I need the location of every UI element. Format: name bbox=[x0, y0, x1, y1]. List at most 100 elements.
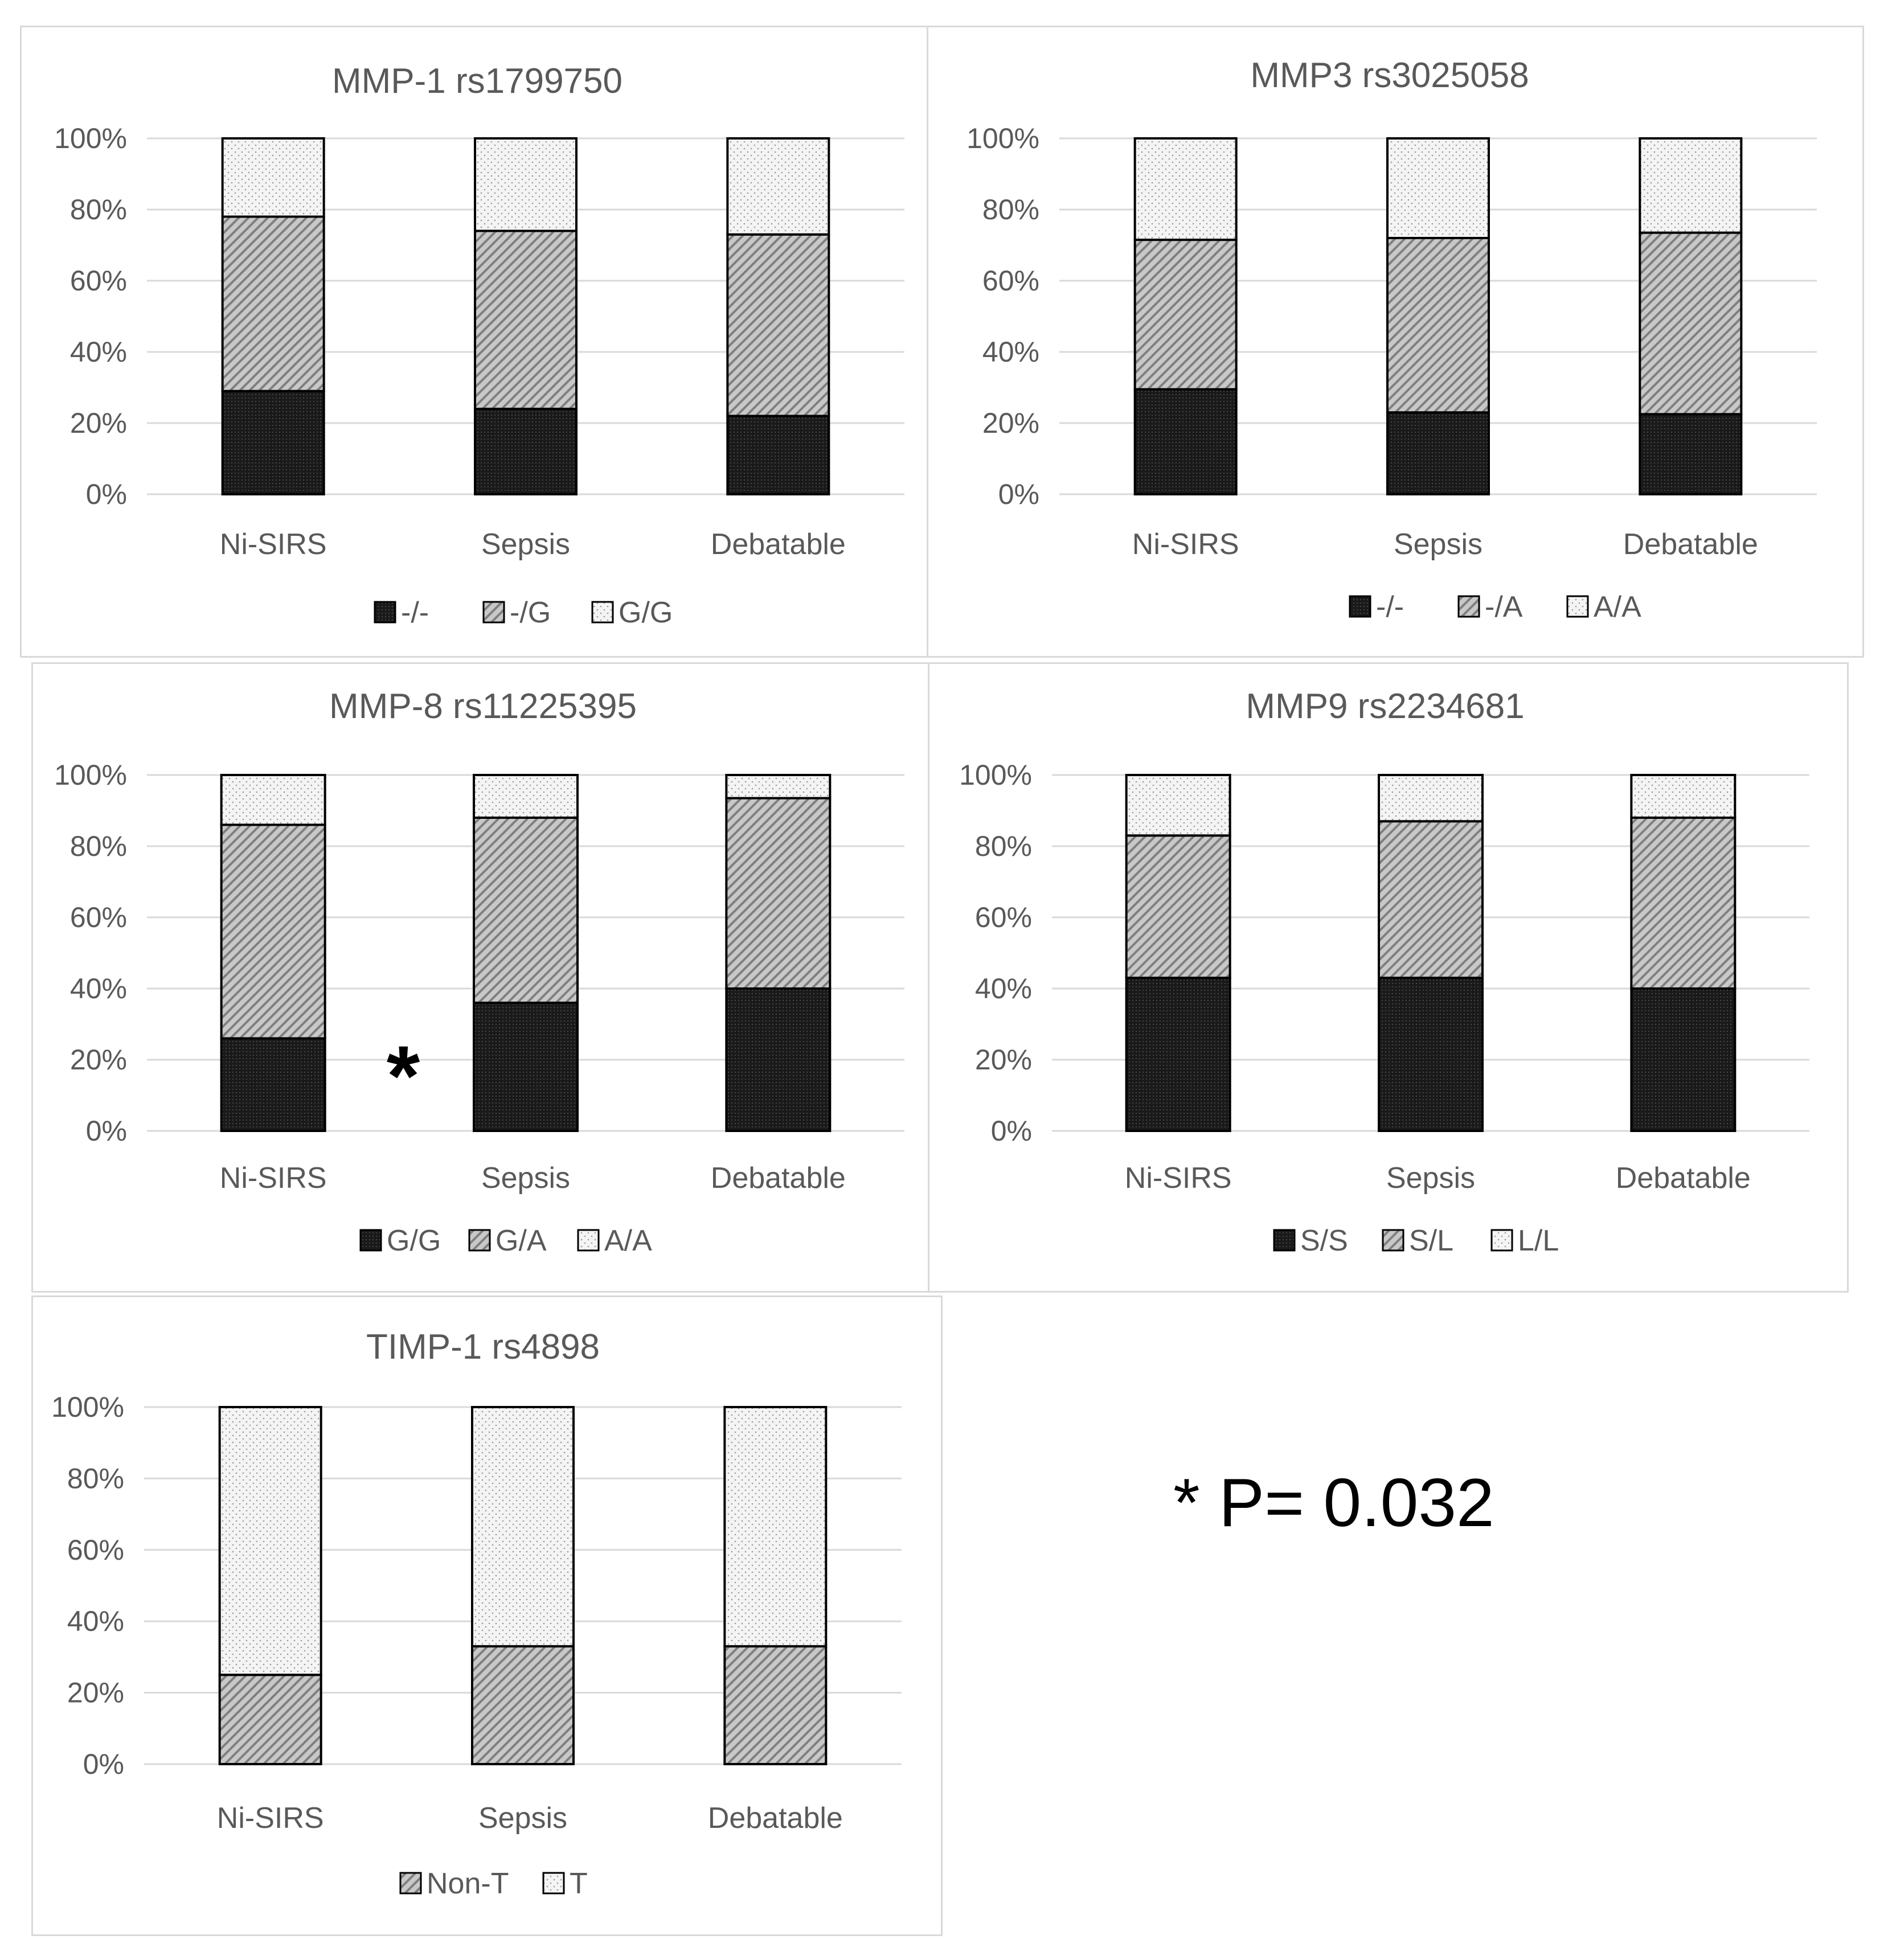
y-tick-label: 0% bbox=[86, 1115, 127, 1147]
chart-panel-timp1: TIMP-1 rs4898 0% 20% 40% 60% 80% 100% Ni-SIRS Se… bbox=[31, 1295, 943, 1936]
bar-segment bbox=[1125, 977, 1231, 1132]
bar-segment bbox=[1639, 137, 1743, 234]
y-tick-label: 40% bbox=[67, 1605, 124, 1637]
bar-segment bbox=[221, 215, 325, 392]
y-tick-label: 20% bbox=[975, 1044, 1032, 1076]
y-tick-label: 0% bbox=[998, 478, 1039, 510]
legend-label: L/L bbox=[1518, 1224, 1559, 1257]
y-tick-label: 60% bbox=[70, 265, 127, 297]
y-tick-label: 100% bbox=[54, 122, 127, 154]
chart-svg: MMP3 rs3025058 0% 20% 40% 60% 80% 100% Ni-SIRS S… bbox=[967, 56, 1817, 624]
legend-swatch bbox=[1273, 1229, 1296, 1252]
legend-label: -/G bbox=[510, 596, 551, 629]
bar-segment bbox=[220, 823, 326, 1040]
y-tick-label: 20% bbox=[67, 1677, 124, 1709]
bar-segment bbox=[221, 389, 325, 495]
x-tick-label: Ni-SIRS bbox=[220, 1162, 327, 1195]
bar-segment bbox=[726, 233, 830, 417]
bar-segment bbox=[221, 137, 325, 218]
bar-segment bbox=[218, 1406, 322, 1676]
legend-swatch bbox=[399, 1872, 422, 1895]
bar-segment bbox=[1378, 820, 1484, 979]
x-tick-label: Debatable bbox=[1623, 528, 1758, 561]
legend-swatch bbox=[591, 601, 614, 624]
chart-title: MMP3 rs3025058 bbox=[1250, 56, 1529, 95]
y-tick-label: 100% bbox=[54, 759, 127, 791]
bar-segment bbox=[1125, 834, 1231, 979]
legend-label: S/S bbox=[1300, 1224, 1348, 1257]
legend-label: A/A bbox=[604, 1224, 652, 1257]
y-tick-label: 20% bbox=[70, 407, 127, 439]
legend-label: Non-T bbox=[427, 1867, 509, 1900]
legend-swatch bbox=[482, 601, 505, 624]
chart-svg: MMP-8 rs11225395 0% 20% 40% 60% 80% 100% Ni-SIR… bbox=[54, 687, 904, 1257]
x-tick-label: Sepsis bbox=[1394, 528, 1483, 561]
bar-segment bbox=[474, 229, 578, 410]
bar-segment bbox=[1386, 411, 1490, 495]
bar-segment bbox=[1630, 774, 1737, 819]
legend-swatch bbox=[1349, 595, 1371, 618]
chart-svg: MMP-1 rs1799750 0% 20% 40% 60% 80% 100% Ni-SIRS… bbox=[54, 61, 904, 629]
bar-segment bbox=[723, 1406, 828, 1648]
x-tick-label: Debatable bbox=[1616, 1162, 1751, 1195]
bar-segment bbox=[1639, 231, 1743, 416]
bar-segment bbox=[1630, 817, 1737, 990]
chart-svg: TIMP-1 rs4898 0% 20% 40% 60% 80% 100% Ni-SIRS Se… bbox=[51, 1327, 902, 1900]
y-tick-label: 100% bbox=[51, 1391, 124, 1423]
significance-mark: * bbox=[387, 1028, 420, 1123]
y-tick-label: 100% bbox=[959, 759, 1032, 791]
y-tick-label: 100% bbox=[967, 122, 1039, 154]
bar-segment bbox=[473, 817, 579, 1004]
bar-segment bbox=[1386, 237, 1490, 414]
x-tick-label: Sepsis bbox=[478, 1802, 567, 1835]
legend-label: S/L bbox=[1409, 1224, 1453, 1257]
x-tick-label: Sepsis bbox=[481, 1162, 570, 1195]
legend-swatch bbox=[374, 601, 396, 624]
bar-segment bbox=[473, 774, 579, 819]
y-tick-label: 80% bbox=[982, 194, 1039, 225]
legend-swatch bbox=[1566, 595, 1589, 618]
y-tick-label: 0% bbox=[991, 1115, 1032, 1147]
bar-segment bbox=[1630, 987, 1737, 1132]
bar-segment bbox=[220, 1037, 326, 1132]
chart-title: MMP9 rs2234681 bbox=[1246, 687, 1524, 726]
legend-label: A/A bbox=[1594, 591, 1641, 624]
x-tick-label: Ni-SIRS bbox=[1132, 528, 1239, 561]
bar-segment bbox=[474, 408, 578, 495]
legend-label: G/G bbox=[387, 1224, 441, 1257]
legend-swatch bbox=[1457, 595, 1480, 618]
legend-label: -/A bbox=[1485, 591, 1523, 624]
bar-segment bbox=[725, 774, 832, 799]
bar-segment bbox=[471, 1406, 575, 1648]
bar-segment bbox=[1639, 413, 1743, 495]
p-value-annotation: * P= 0.032 bbox=[1173, 1465, 1494, 1541]
x-tick-label: Debatable bbox=[711, 1162, 846, 1195]
chart-panel-mmp1: MMP-1 rs1799750 0% 20% 40% 60% 80% 100% Ni-SIRS… bbox=[20, 26, 929, 658]
chart-title: MMP-8 rs11225395 bbox=[329, 687, 637, 726]
y-tick-label: 80% bbox=[70, 194, 127, 225]
chart-title: MMP-1 rs1799750 bbox=[332, 61, 623, 101]
legend-swatch bbox=[542, 1872, 565, 1895]
legend-label: -/- bbox=[1376, 591, 1404, 624]
y-tick-label: 80% bbox=[70, 830, 127, 862]
bar-segment bbox=[1125, 774, 1231, 837]
bar-segment bbox=[725, 987, 832, 1132]
legend-swatch bbox=[1490, 1229, 1513, 1252]
chart-panel-mmp3: MMP3 rs3025058 0% 20% 40% 60% 80% 100% Ni-SIRS S… bbox=[927, 26, 1864, 658]
x-tick-label: Debatable bbox=[708, 1802, 843, 1835]
legend-swatch bbox=[359, 1229, 382, 1252]
y-tick-label: 60% bbox=[975, 901, 1032, 933]
chart-panel-mmp9: MMP9 rs2234681 0% 20% 40% 60% 80% 100% Ni-SIRS S… bbox=[928, 662, 1849, 1293]
x-tick-label: Ni-SIRS bbox=[217, 1802, 324, 1835]
y-tick-label: 60% bbox=[982, 265, 1039, 297]
legend-label: G/A bbox=[495, 1224, 547, 1257]
bar-segment bbox=[726, 137, 830, 236]
y-tick-label: 20% bbox=[70, 1044, 127, 1076]
chart-svg: MMP9 rs2234681 0% 20% 40% 60% 80% 100% Ni-SIRS S… bbox=[959, 687, 1809, 1257]
y-tick-label: 40% bbox=[70, 336, 127, 368]
y-tick-label: 80% bbox=[67, 1462, 124, 1494]
legend-label: G/G bbox=[619, 596, 673, 629]
bar-segment bbox=[1386, 137, 1490, 239]
legend-swatch bbox=[1382, 1229, 1404, 1252]
bar-segment bbox=[1133, 388, 1238, 495]
